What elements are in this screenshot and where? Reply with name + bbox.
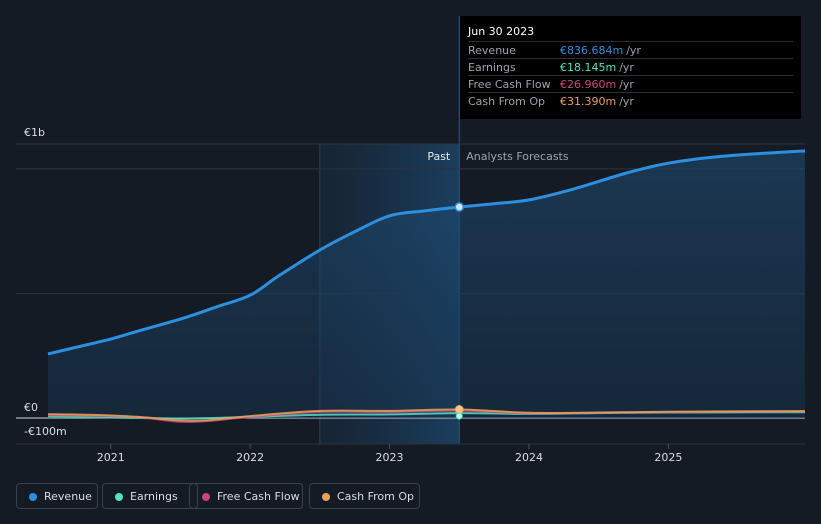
tooltip-amount: €18.145m <box>560 61 617 74</box>
legend-item-revenue[interactable]: Revenue <box>16 483 98 509</box>
x-tick-label: 2023 <box>376 451 404 464</box>
tooltip-amount: €26.960m <box>560 78 617 91</box>
tooltip-value: €31.390m/yr <box>560 95 634 108</box>
x-tick-label: 2024 <box>515 451 543 464</box>
tooltip-label: Free Cash Flow <box>468 78 551 91</box>
revenue-dot-icon <box>29 493 37 501</box>
legend-label: Earnings <box>130 490 178 503</box>
tooltip-value: €836.684m/yr <box>560 44 641 57</box>
free-cash-flow-dot-icon <box>202 493 210 501</box>
legend-label: Free Cash Flow <box>217 490 300 503</box>
tooltip-value: €26.960m/yr <box>560 78 634 91</box>
data-tooltip: Jun 30 2023 Revenue €836.684m/yr Earning… <box>460 16 801 119</box>
tooltip-value: €18.145m/yr <box>560 61 634 74</box>
x-tick-label: 2022 <box>236 451 264 464</box>
earnings-dot-icon <box>115 493 123 501</box>
legend-item-earnings[interactable]: Earnings <box>102 483 198 509</box>
y-tick-label: €0 <box>24 401 38 414</box>
tooltip-amount: €836.684m <box>560 44 624 57</box>
legend-label: Revenue <box>44 490 92 503</box>
x-tick-label: 2021 <box>97 451 125 464</box>
legend-item-cash-from-op[interactable]: Cash From Op <box>309 483 420 509</box>
revenue-highlight-point <box>454 202 465 212</box>
x-tick-label: 2025 <box>654 451 682 464</box>
tooltip-unit: /yr <box>619 78 634 91</box>
tooltip-row-free-cash-flow: Free Cash Flow €26.960m/yr <box>468 75 793 93</box>
tooltip-label: Cash From Op <box>468 95 546 108</box>
tooltip-amount: €31.390m <box>560 95 617 108</box>
tooltip-unit: /yr <box>619 61 634 74</box>
cash-from-op-dot-icon <box>322 493 330 501</box>
cash-from-op-line <box>47 408 806 422</box>
y-tick-label: -€100m <box>24 425 67 438</box>
tooltip-unit: /yr <box>626 44 641 57</box>
cash-from-op-highlight-point <box>454 405 464 415</box>
y-tick-label: €1b <box>24 126 45 139</box>
tooltip-row-earnings: Earnings €18.145m/yr <box>468 58 793 76</box>
legend-item-free-cash-flow[interactable]: Free Cash Flow <box>189 483 303 509</box>
earnings-highlight-point <box>455 412 463 420</box>
tooltip-unit: /yr <box>619 95 634 108</box>
revenue-area <box>48 150 805 418</box>
legend-label: Cash From Op <box>337 490 415 503</box>
tooltip-date: Jun 30 2023 <box>468 25 535 38</box>
past-label: Past <box>427 150 451 163</box>
tooltip-row-revenue: Revenue €836.684m/yr <box>468 41 793 59</box>
revenue-line <box>47 149 806 356</box>
tooltip-label: Revenue <box>468 44 516 57</box>
forecast-label: Analysts Forecasts <box>466 150 569 163</box>
tooltip-row-cash-from-op: Cash From Op €31.390m/yr <box>468 92 793 110</box>
tooltip-label: Earnings <box>468 61 516 74</box>
